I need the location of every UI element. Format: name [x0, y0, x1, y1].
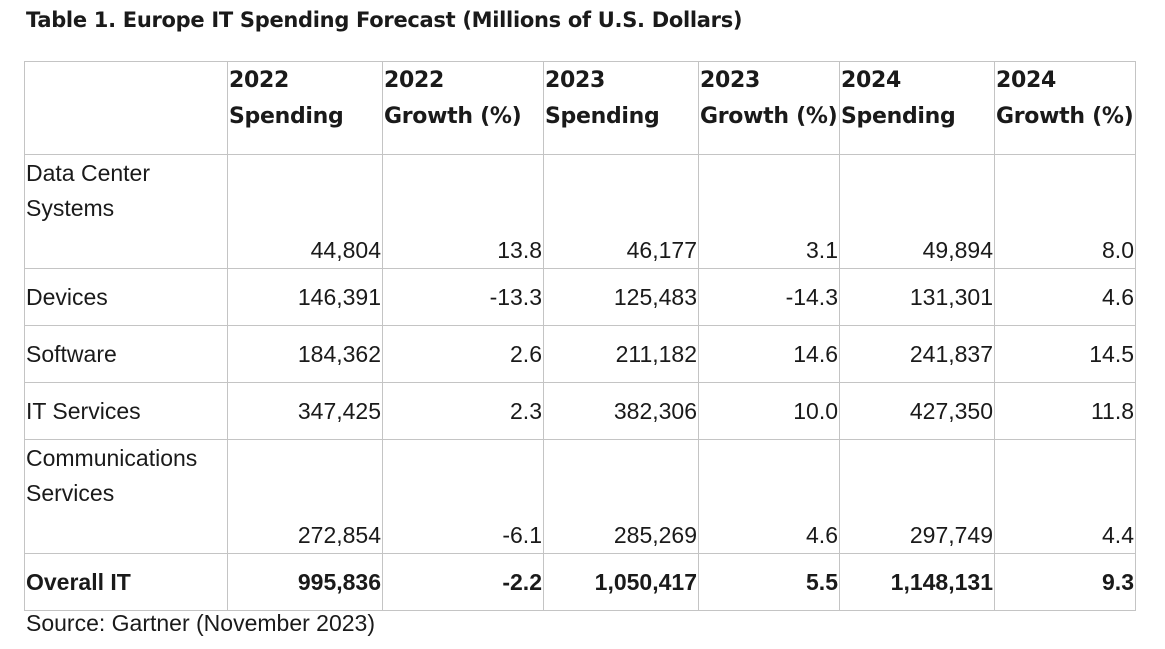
cell-value: 1,050,417 [543, 553, 699, 611]
cell-value: 10.0 [698, 382, 840, 440]
cell-value: -2.2 [382, 553, 544, 611]
cell-value: 382,306 [543, 382, 699, 440]
cell-value: 2.3 [382, 382, 544, 440]
cell-value: 14.6 [698, 325, 840, 383]
table-row: Communications Services 272,854 -6.1 285,… [24, 439, 1136, 554]
header-2022-spending: 2022 Spending [227, 61, 383, 155]
cell-value: 44,804 [227, 154, 383, 269]
cell-value: 3.1 [698, 154, 840, 269]
table-title: Table 1. Europe IT Spending Forecast (Mi… [26, 8, 743, 32]
source-note: Source: Gartner (November 2023) [26, 610, 375, 636]
cell-value: 427,350 [839, 382, 995, 440]
cell-value: 9.3 [994, 553, 1136, 611]
header-2024-growth: 2024 Growth (%) [994, 61, 1136, 155]
cell-value: 46,177 [543, 154, 699, 269]
table-row: Data Center Systems 44,804 13.8 46,177 3.… [24, 154, 1136, 269]
header-row: 2022 Spending 2022 Growth (%) 2023 Spending… [24, 61, 1136, 155]
cell-value: 285,269 [543, 439, 699, 554]
cell-value: 2.6 [382, 325, 544, 383]
row-label: Software [24, 325, 228, 383]
table-row: Devices 146,391 -13.3 125,483 -14.3 131,… [24, 268, 1136, 326]
cell-value: 347,425 [227, 382, 383, 440]
cell-value: 211,182 [543, 325, 699, 383]
cell-value: 4.6 [994, 268, 1136, 326]
cell-value: 297,749 [839, 439, 995, 554]
row-label: Communications Services [24, 439, 228, 554]
cell-value: 49,894 [839, 154, 995, 269]
total-row: Overall IT 995,836 -2.2 1,050,417 5.5 1,… [24, 553, 1136, 611]
cell-value: 8.0 [994, 154, 1136, 269]
cell-value: 125,483 [543, 268, 699, 326]
row-label: Data Center Systems [24, 154, 228, 269]
cell-value: 13.8 [382, 154, 544, 269]
cell-value: 4.6 [698, 439, 840, 554]
it-spending-table: 2022 Spending 2022 Growth (%) 2023 Spending… [24, 61, 1136, 611]
cell-value: 995,836 [227, 553, 383, 611]
header-2023-spending: 2023 Spending [543, 61, 699, 155]
table-row: Software 184,362 2.6 211,182 14.6 241,83… [24, 325, 1136, 383]
row-label: Overall IT [24, 553, 228, 611]
cell-value: 5.5 [698, 553, 840, 611]
header-2022-growth: 2022 Growth (%) [382, 61, 544, 155]
row-label: Devices [24, 268, 228, 326]
cell-value: 11.8 [994, 382, 1136, 440]
table-row: IT Services 347,425 2.3 382,306 10.0 427… [24, 382, 1136, 440]
cell-value: 184,362 [227, 325, 383, 383]
cell-value: 4.4 [994, 439, 1136, 554]
cell-value: -13.3 [382, 268, 544, 326]
cell-value: 272,854 [227, 439, 383, 554]
cell-value: -14.3 [698, 268, 840, 326]
cell-value: 146,391 [227, 268, 383, 326]
row-label: IT Services [24, 382, 228, 440]
header-empty-cell [24, 61, 228, 155]
header-2023-growth: 2023 Growth (%) [698, 61, 840, 155]
cell-value: 131,301 [839, 268, 995, 326]
cell-value: 14.5 [994, 325, 1136, 383]
cell-value: -6.1 [382, 439, 544, 554]
header-2024-spending: 2024 Spending [839, 61, 995, 155]
cell-value: 241,837 [839, 325, 995, 383]
cell-value: 1,148,131 [839, 553, 995, 611]
